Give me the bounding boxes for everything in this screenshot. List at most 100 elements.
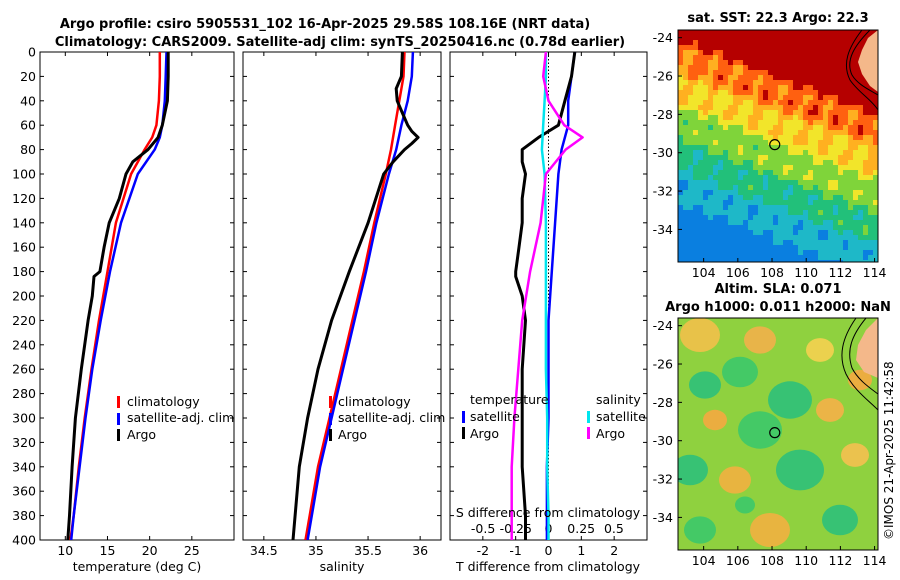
sst-cell bbox=[703, 245, 708, 250]
y-tick-label: 220 bbox=[12, 313, 36, 328]
sst-cell bbox=[693, 180, 698, 185]
sst-cell bbox=[848, 100, 853, 105]
sst-cell bbox=[783, 195, 788, 200]
sst-cell bbox=[843, 65, 848, 70]
sst-cell bbox=[838, 125, 843, 130]
sst-cell bbox=[708, 135, 713, 140]
sst-cell bbox=[683, 170, 688, 175]
sst-cell bbox=[773, 100, 778, 105]
sst-cell bbox=[718, 50, 723, 55]
sst-cell bbox=[758, 110, 763, 115]
sst-cell bbox=[768, 115, 773, 120]
sst-cell bbox=[853, 150, 858, 155]
y-tick-label: 200 bbox=[12, 289, 36, 304]
sst-cell bbox=[718, 215, 723, 220]
sst-cell bbox=[833, 135, 838, 140]
sst-cell bbox=[788, 55, 793, 60]
sst-cell bbox=[843, 245, 848, 250]
sla-map-title-line1: Altim. SLA: 0.071 bbox=[715, 282, 842, 297]
sst-cell bbox=[838, 250, 843, 255]
sla-anomaly-blobs bbox=[678, 318, 872, 547]
map-y-tick-label: -28 bbox=[653, 395, 673, 410]
sst-cell bbox=[788, 70, 793, 75]
sst-cell bbox=[738, 220, 743, 225]
sst-cell bbox=[873, 155, 878, 160]
sst-cell bbox=[678, 210, 683, 215]
sst-cell bbox=[798, 235, 803, 240]
sla-anomaly bbox=[735, 496, 755, 514]
sst-cell bbox=[773, 135, 778, 140]
sst-cell bbox=[873, 230, 878, 235]
sst-cell bbox=[693, 140, 698, 145]
sst-cell bbox=[838, 220, 843, 225]
sst-cell bbox=[688, 150, 693, 155]
sst-cell bbox=[708, 200, 713, 205]
sst-cell bbox=[778, 145, 783, 150]
sst-cell bbox=[733, 35, 738, 40]
sla-anomaly bbox=[768, 381, 812, 419]
sst-cell bbox=[798, 65, 803, 70]
sst-cell bbox=[828, 125, 833, 130]
sst-cell bbox=[758, 190, 763, 195]
sst-cell bbox=[738, 55, 743, 60]
sst-cell bbox=[823, 75, 828, 80]
sst-cell bbox=[713, 120, 718, 125]
sst-cell bbox=[758, 170, 763, 175]
sst-cell bbox=[813, 75, 818, 80]
sst-cell bbox=[708, 195, 713, 200]
sst-cell bbox=[763, 115, 768, 120]
sst-cell bbox=[823, 95, 828, 100]
sst-cell bbox=[828, 135, 833, 140]
sst-cell bbox=[773, 160, 778, 165]
sst-cell bbox=[818, 130, 823, 135]
sst-cell bbox=[743, 250, 748, 255]
sst-cell bbox=[688, 175, 693, 180]
sst-cell bbox=[833, 185, 838, 190]
sst-cell bbox=[783, 210, 788, 215]
sst-cell bbox=[813, 230, 818, 235]
sst-cell bbox=[803, 175, 808, 180]
sst-cell bbox=[713, 70, 718, 75]
sst-cell bbox=[808, 145, 813, 150]
sst-cell bbox=[863, 110, 868, 115]
sst-cell bbox=[798, 220, 803, 225]
sst-cell bbox=[808, 60, 813, 65]
sst-cell bbox=[748, 65, 753, 70]
sst-cell bbox=[688, 70, 693, 75]
sst-cell bbox=[818, 115, 823, 120]
sst-cell bbox=[693, 260, 698, 262]
sst-cell bbox=[708, 90, 713, 95]
sst-cell bbox=[778, 55, 783, 60]
sst-cell bbox=[848, 160, 853, 165]
sst-cell bbox=[793, 135, 798, 140]
sst-cell bbox=[838, 150, 843, 155]
sst-cell bbox=[843, 45, 848, 50]
sst-cell bbox=[738, 110, 743, 115]
sst-cell bbox=[828, 240, 833, 245]
sst-cell bbox=[693, 150, 698, 155]
sst-cell bbox=[728, 150, 733, 155]
sst-cell bbox=[703, 255, 708, 260]
sst-cell bbox=[783, 255, 788, 260]
sst-cell bbox=[818, 35, 823, 40]
sst-cell bbox=[823, 190, 828, 195]
sst-cell bbox=[743, 50, 748, 55]
x-tick-label: 10 bbox=[57, 543, 73, 558]
sst-cell bbox=[678, 170, 683, 175]
sst-cell bbox=[843, 35, 848, 40]
sst-cell bbox=[813, 140, 818, 145]
sst-cell bbox=[778, 85, 783, 90]
sst-cell bbox=[693, 165, 698, 170]
sst-cell bbox=[803, 205, 808, 210]
sst-cell bbox=[873, 120, 878, 125]
sst-cell bbox=[718, 120, 723, 125]
sst-cell bbox=[703, 35, 708, 40]
sst-cell bbox=[748, 225, 753, 230]
legend-climatology-swatch bbox=[329, 396, 332, 408]
sst-cell bbox=[798, 35, 803, 40]
sst-cell bbox=[813, 260, 818, 262]
sst-cell bbox=[798, 145, 803, 150]
sst-cell bbox=[693, 60, 698, 65]
sst-cell bbox=[708, 150, 713, 155]
sst-cell bbox=[783, 205, 788, 210]
